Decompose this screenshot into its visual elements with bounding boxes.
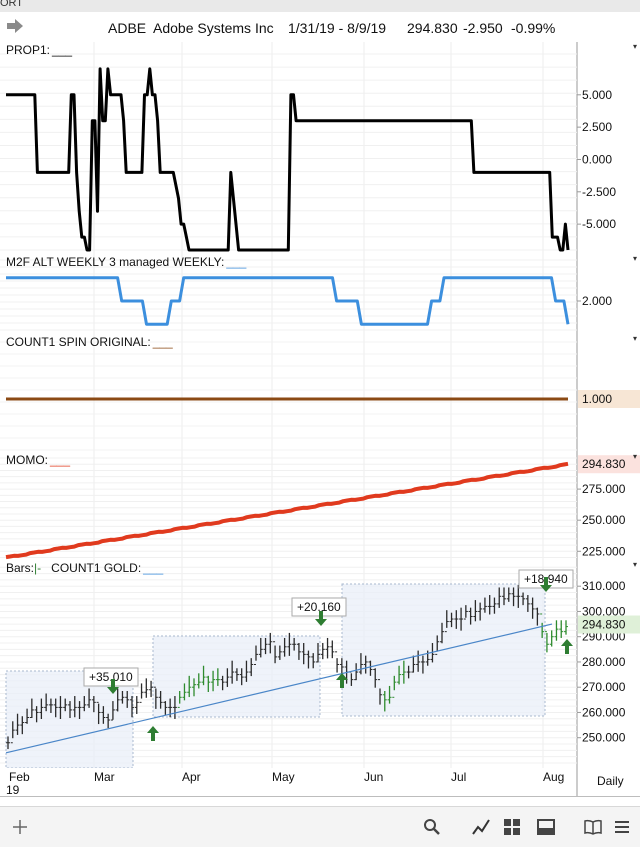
count1-spin-title-text: COUNT1 SPIN ORIGINAL:: [6, 335, 151, 349]
prop1-chart: 5.000 2.500 0.000 -2.500 -5.000: [0, 42, 616, 254]
book-icon[interactable]: [583, 817, 603, 837]
y-tick-label: 260.000: [582, 705, 626, 719]
y-tick-label: 250.000: [582, 513, 626, 527]
count1-gold-line: [5, 623, 553, 754]
x-label-feb: Feb: [9, 770, 30, 784]
y-tick-label: 5.000: [582, 88, 612, 102]
last-price: 294.830: [407, 20, 458, 36]
menu-icon[interactable]: [612, 817, 632, 837]
y-tick-label: 2.500: [582, 120, 612, 134]
prop1-title-text: PROP1:: [6, 43, 51, 57]
last-value-label: 1.000: [582, 392, 612, 406]
m2f-title-text: M2F ALT WEEKLY 3 managed WEEKLY:: [6, 255, 225, 269]
bars-title-text: Bars:: [6, 561, 35, 575]
drawing-tool-icon[interactable]: [471, 817, 491, 837]
y-tick-label: 2.000: [582, 294, 612, 308]
top-strip-text: ORT: [0, 0, 24, 9]
panel-menu-icon[interactable]: ▾: [632, 42, 637, 51]
period-selector[interactable]: Daily: [597, 774, 624, 788]
panel-menu-icon[interactable]: ▾: [632, 254, 637, 263]
last-value-label: 294.830: [582, 618, 626, 632]
y-tick-label: 275.000: [582, 482, 626, 496]
last-value-box: [578, 615, 640, 634]
gain-annotation: +20.160: [297, 600, 341, 614]
price-bars-panel[interactable]: 310.000 300.000 290.000 280.000 270.000 260.0…: [0, 560, 640, 768]
price-change: -2.950: [463, 20, 503, 36]
bottom-toolbar: [0, 806, 640, 847]
x-label-mar: Mar: [94, 770, 115, 784]
price-bars-chart: 310.000300.000290.000280.000270.000260.0…: [0, 560, 640, 768]
momo-panel[interactable]: 275.000 250.000 225.000 294.830 MOMO: ___ ▾: [0, 452, 640, 561]
panel-menu-icon[interactable]: ▾: [632, 334, 637, 343]
m2f-series-line: [6, 276, 570, 326]
m2f-chart: 2.000: [0, 254, 612, 334]
y-tick-label: 225.000: [582, 544, 626, 558]
momo-title-text: MOMO:: [6, 453, 48, 467]
y-tick-label: 280.000: [582, 655, 626, 669]
momo-chart: 275.000 250.000 225.000 294.830: [0, 452, 640, 560]
y-tick-label: -5.000: [582, 217, 616, 231]
last-value-box: [578, 455, 640, 474]
x-label-may: May: [272, 770, 295, 784]
buy-arrow: [147, 726, 159, 741]
count1-spin-title: COUNT1 SPIN ORIGINAL: ___: [6, 335, 173, 349]
symbol: ADBE: [108, 20, 147, 36]
momo-title: MOMO: ___: [6, 453, 71, 467]
y-tick-label: 300.000: [582, 604, 626, 618]
y-tick-label: -2.500: [582, 185, 616, 199]
x-label-aug: Aug: [543, 770, 565, 784]
share-arrow-icon[interactable]: [6, 18, 24, 34]
x-label-jul: Jul: [451, 770, 467, 784]
add-icon[interactable]: [10, 817, 30, 837]
count1-spin-panel[interactable]: 1.000 COUNT1 SPIN ORIGINAL: ___ ▾: [0, 334, 640, 453]
x-label-year: 19: [6, 783, 20, 797]
company-name: Adobe Systems Inc: [153, 20, 274, 36]
buy-arrow: [561, 639, 573, 654]
date-range: 1/31/19 - 8/9/19: [288, 20, 387, 36]
bars-title: Bars:|- COUNT1 GOLD: ___: [6, 561, 164, 575]
y-tick-label: 310.000: [582, 579, 626, 593]
count1-spin-chart: 1.000: [0, 334, 640, 452]
panel-layout-icon[interactable]: [536, 817, 556, 837]
buy-arrow: [336, 673, 348, 688]
x-axis: Feb Mar Apr May Jun Jul Aug 19 Daily: [0, 768, 640, 797]
m2f-title: M2F ALT WEEKLY 3 managed WEEKLY: ___: [6, 255, 247, 269]
count1-gold-title: COUNT1 GOLD:: [51, 561, 142, 575]
sell-arrow: [315, 611, 327, 626]
prop1-title: PROP1: ___: [6, 43, 73, 57]
prop1-panel[interactable]: 5.000 2.500 0.000 -2.500 -5.000 PROP1: ___ ▾: [0, 42, 640, 255]
momo-series-line: [5, 461, 569, 560]
sell-arrow: [540, 577, 552, 592]
grid-layout-icon[interactable]: [502, 817, 522, 837]
panel-menu-icon[interactable]: ▾: [632, 560, 637, 569]
price-change-pct: -0.99%: [511, 20, 556, 36]
y-tick-label: 0.000: [582, 152, 612, 166]
last-value-label: 294.830: [582, 457, 626, 471]
last-value-box: [578, 390, 640, 408]
search-icon[interactable]: [422, 817, 442, 837]
sell-arrow: [107, 679, 119, 694]
m2f-panel[interactable]: 2.000 M2F ALT WEEKLY 3 managed WEEKLY: __…: [0, 254, 640, 335]
chart-header: ADBE Adobe Systems Inc 1/31/19 - 8/9/19 …: [0, 12, 640, 43]
x-label-jun: Jun: [364, 770, 384, 784]
gain-annotation: +35.010: [89, 670, 133, 684]
prop1-series-line: [6, 67, 570, 252]
y-tick-label: 270.000: [582, 680, 626, 694]
panel-menu-icon[interactable]: ▾: [632, 452, 637, 461]
x-label-apr: Apr: [182, 770, 201, 784]
y-tick-label: 250.000: [582, 731, 626, 745]
